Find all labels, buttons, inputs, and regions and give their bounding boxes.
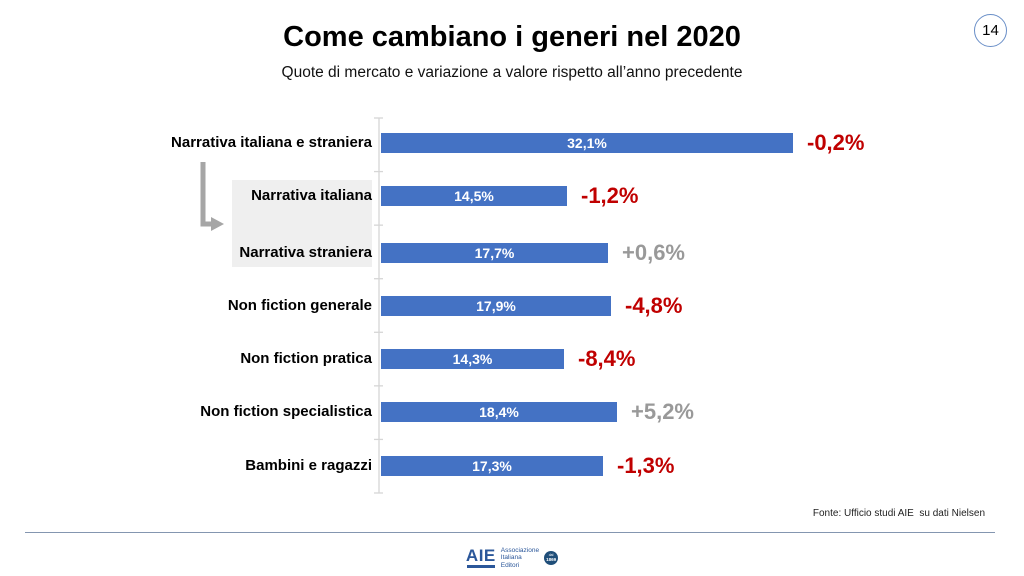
aie-badge-dal: dal (548, 552, 554, 557)
category-label: Narrativa italiana e straniera (171, 134, 372, 151)
change-label: -4,8% (625, 293, 683, 318)
aie-logo-text: Associazione Italiana Editori (501, 547, 539, 570)
bar-value-label: 17,7% (474, 245, 515, 261)
change-label: -8,4% (578, 346, 636, 371)
bar-value-label: 14,3% (452, 351, 493, 367)
sub-category-highlight (232, 180, 372, 267)
aie-logo-line-1: Associazione (500, 546, 540, 554)
bar-value-label: 17,3% (472, 458, 512, 474)
category-label: Narrativa straniera (239, 244, 372, 261)
market-share-bar: 17,7% (381, 243, 608, 263)
aie-logo-underline (466, 565, 495, 568)
market-share-bar: 14,3% (381, 349, 564, 369)
aie-logo-line-3: Editori (500, 561, 520, 569)
page-number: 14 (982, 22, 999, 39)
bar-value-label: 14,5% (454, 188, 494, 204)
footer-divider (25, 532, 995, 533)
category-label: Bambini e ragazzi (245, 457, 372, 474)
market-share-bar: 14,5% (381, 186, 567, 206)
page-subtitle: Quote di mercato e variazione a valore r… (281, 64, 743, 81)
change-label: -1,2% (581, 183, 639, 208)
aie-logo: AIE Associazione Italiana Editori dal 18… (0, 545, 1024, 571)
market-share-bar: 32,1% (381, 133, 793, 153)
page-title: Come cambiano i generi nel 2020 (283, 21, 741, 53)
market-share-bar: 17,3% (381, 456, 603, 476)
market-share-bar: 17,9% (381, 296, 611, 316)
category-label: Narrativa italiana (251, 187, 372, 204)
aie-logo-acronym: AIE (465, 546, 496, 565)
market-share-bar: 18,4% (381, 402, 617, 422)
bar-value-label: 18,4% (479, 404, 519, 420)
page-number-badge: 14 (974, 14, 1007, 47)
change-label: -1,3% (617, 453, 675, 478)
aie-logo-line-2: Italiana (500, 554, 522, 562)
bar-value-label: 32,1% (567, 135, 607, 151)
category-label: Non fiction pratica (240, 350, 372, 367)
bar-value-label: 17,9% (476, 298, 516, 314)
change-label: +0,6% (622, 240, 685, 265)
change-label: +5,2% (631, 399, 694, 424)
category-label: Non fiction specialistica (200, 403, 372, 420)
breakdown-arrow-icon (200, 162, 224, 231)
aie-badge-year: 1869 (546, 557, 557, 563)
value-axis (374, 117, 383, 494)
category-label: Non fiction generale (227, 297, 372, 314)
aie-logo-mark: AIE (465, 546, 496, 568)
aie-founding-badge: dal 1869 (544, 551, 559, 565)
source-note: Fonte: Ufficio studi AIE su dati Nielsen (812, 508, 985, 519)
change-label: -0,2% (807, 130, 865, 155)
